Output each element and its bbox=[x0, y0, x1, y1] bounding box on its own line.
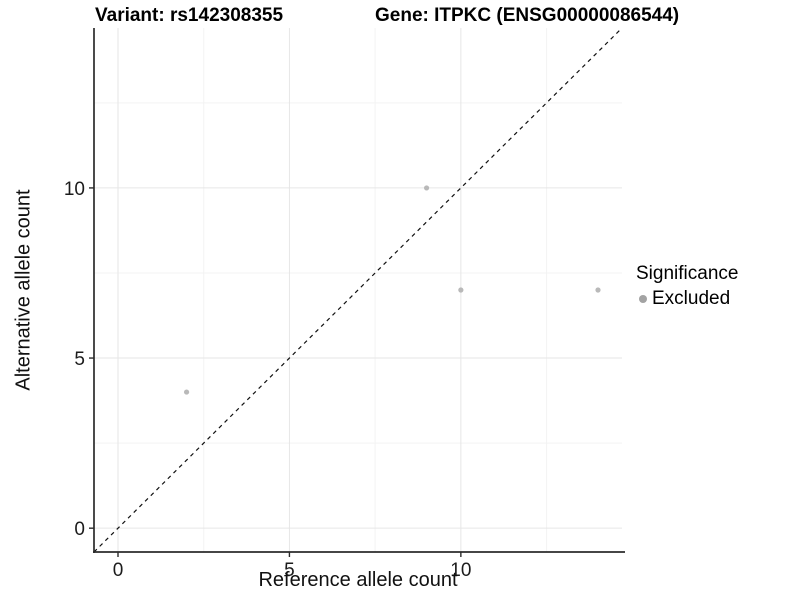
legend-entry-label: Excluded bbox=[652, 288, 731, 309]
identity-dashed-line bbox=[93, 27, 623, 553]
data-points bbox=[183, 185, 601, 395]
y-tick-label: 5 bbox=[74, 349, 85, 370]
axis-ticks: 0 5 10 0 5 10 bbox=[64, 179, 472, 581]
data-point bbox=[183, 389, 190, 395]
major-gridlines bbox=[94, 28, 622, 552]
legend-entry: Excluded bbox=[639, 288, 738, 310]
x-axis-label: Reference allele count bbox=[258, 569, 458, 591]
data-point bbox=[458, 287, 464, 293]
plot-title-gene: Gene: ITPKC (ENSG00000086544) bbox=[375, 5, 680, 26]
legend-title: Significance bbox=[636, 263, 739, 284]
data-point bbox=[423, 185, 430, 191]
y-tick-label: 0 bbox=[74, 519, 85, 540]
minor-gridlines bbox=[94, 28, 622, 552]
x-tick-label: 0 bbox=[113, 560, 124, 581]
plot-title-variant: Variant: rs142308355 bbox=[95, 5, 284, 26]
data-point bbox=[595, 287, 601, 293]
y-tick-label: 10 bbox=[64, 179, 85, 200]
x-tick-label: 10 bbox=[450, 560, 471, 581]
legend: Significance Excluded bbox=[634, 263, 738, 310]
x-tick-label: 5 bbox=[284, 560, 295, 581]
legend-point-icon bbox=[639, 295, 647, 303]
